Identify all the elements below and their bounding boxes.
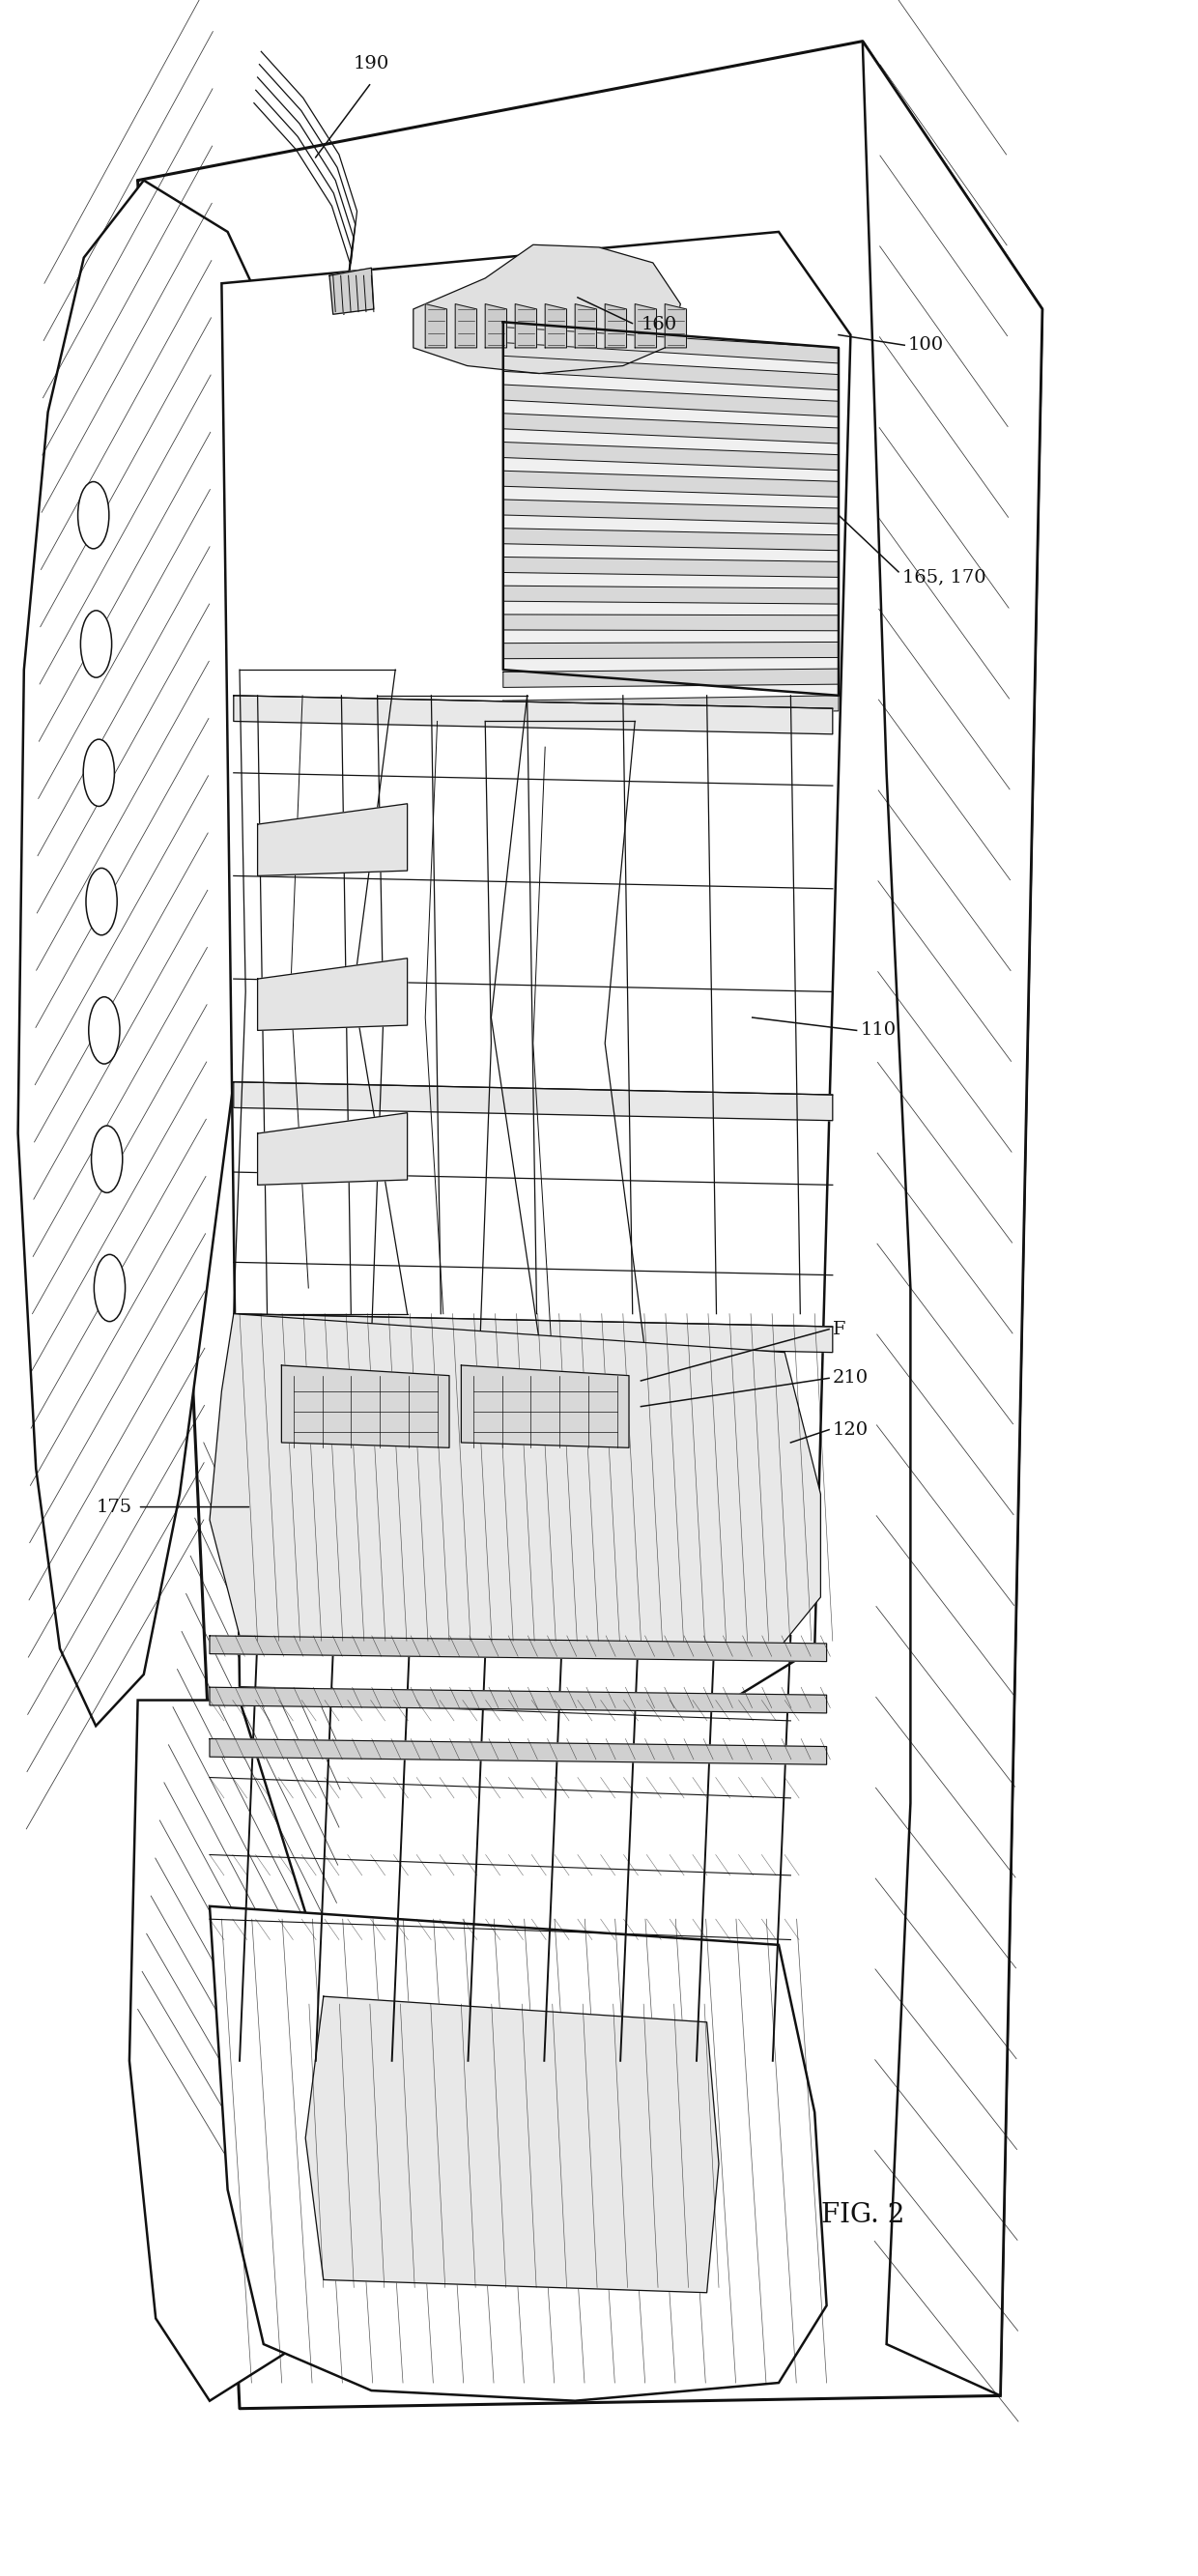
Polygon shape bbox=[455, 304, 477, 348]
Text: 210: 210 bbox=[833, 1370, 869, 1386]
Polygon shape bbox=[863, 41, 1042, 2396]
Polygon shape bbox=[329, 268, 374, 314]
Circle shape bbox=[80, 611, 111, 677]
Polygon shape bbox=[305, 1996, 719, 2293]
Polygon shape bbox=[503, 616, 839, 631]
Polygon shape bbox=[605, 304, 627, 348]
Polygon shape bbox=[234, 696, 833, 734]
Polygon shape bbox=[461, 1365, 629, 1448]
Polygon shape bbox=[234, 1082, 833, 1121]
Circle shape bbox=[89, 997, 120, 1064]
Text: 165, 170: 165, 170 bbox=[902, 569, 986, 585]
Circle shape bbox=[91, 1126, 122, 1193]
Polygon shape bbox=[503, 322, 839, 696]
Polygon shape bbox=[515, 304, 537, 348]
Polygon shape bbox=[210, 1314, 821, 1649]
Polygon shape bbox=[635, 304, 657, 348]
Polygon shape bbox=[503, 585, 839, 603]
Polygon shape bbox=[575, 304, 597, 348]
Polygon shape bbox=[665, 304, 686, 348]
Polygon shape bbox=[503, 556, 839, 577]
Polygon shape bbox=[503, 355, 839, 389]
Polygon shape bbox=[503, 670, 839, 688]
Polygon shape bbox=[503, 412, 839, 443]
Polygon shape bbox=[503, 327, 839, 363]
Text: 160: 160 bbox=[641, 317, 677, 332]
Text: 190: 190 bbox=[353, 54, 389, 72]
Text: F: F bbox=[833, 1321, 846, 1337]
Polygon shape bbox=[129, 1700, 347, 2401]
Polygon shape bbox=[282, 1365, 449, 1448]
Circle shape bbox=[93, 1255, 125, 1321]
Polygon shape bbox=[503, 443, 839, 471]
Polygon shape bbox=[210, 1687, 827, 1713]
Polygon shape bbox=[425, 304, 447, 348]
Text: 175: 175 bbox=[96, 1499, 132, 1515]
Text: FIG. 2: FIG. 2 bbox=[821, 2202, 904, 2228]
Polygon shape bbox=[258, 1113, 407, 1185]
Polygon shape bbox=[258, 804, 407, 876]
Polygon shape bbox=[413, 245, 680, 374]
Text: 120: 120 bbox=[833, 1422, 869, 1437]
Polygon shape bbox=[258, 958, 407, 1030]
Polygon shape bbox=[503, 528, 839, 551]
Polygon shape bbox=[503, 500, 839, 523]
Polygon shape bbox=[545, 304, 567, 348]
Polygon shape bbox=[18, 180, 300, 1726]
Polygon shape bbox=[210, 1636, 827, 1662]
Text: 100: 100 bbox=[908, 337, 944, 353]
Circle shape bbox=[78, 482, 109, 549]
Polygon shape bbox=[503, 471, 839, 497]
Polygon shape bbox=[210, 1906, 827, 2401]
Polygon shape bbox=[485, 304, 507, 348]
Polygon shape bbox=[503, 696, 839, 716]
Polygon shape bbox=[503, 384, 839, 417]
Polygon shape bbox=[503, 641, 839, 659]
Circle shape bbox=[84, 739, 115, 806]
Polygon shape bbox=[234, 1314, 833, 1352]
Circle shape bbox=[86, 868, 117, 935]
Text: 110: 110 bbox=[860, 1023, 896, 1038]
Polygon shape bbox=[222, 232, 851, 1700]
Polygon shape bbox=[210, 1739, 827, 1765]
